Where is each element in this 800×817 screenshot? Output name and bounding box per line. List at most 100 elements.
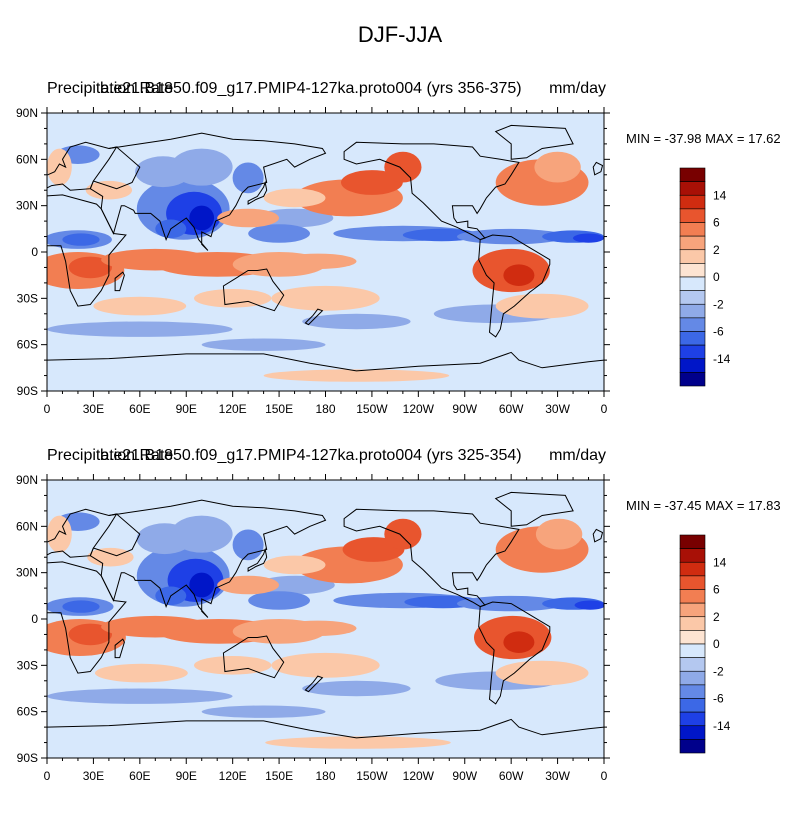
coast-south-america [478, 234, 551, 338]
colorbar-box [679, 167, 706, 182]
coastlines [47, 124, 604, 372]
contour-fill [68, 623, 113, 646]
x-tick-label: 120W [403, 402, 435, 416]
x-tick-label: 0 [601, 769, 608, 783]
contour-fill [201, 338, 326, 351]
coast-north-america [343, 141, 520, 241]
y-tick-label: 30N [16, 566, 38, 580]
coast-madagascar [114, 271, 125, 292]
field-label: Precipitation Rate [47, 80, 174, 97]
y-tick-label: 60S [17, 338, 38, 352]
colorbar-box [679, 684, 706, 699]
colorbar-box [679, 657, 706, 672]
colorbar: 14 6 2 0 -2 -6 -14 [679, 534, 731, 754]
coast-europe [47, 141, 118, 191]
coast-europe [47, 508, 118, 558]
contour-fill [189, 572, 215, 598]
contour-fill [47, 515, 72, 553]
contour-fill [384, 151, 422, 183]
field-label: Precipitation Rate [47, 447, 174, 464]
colorbar-box [679, 630, 706, 645]
coast-new-zealand [304, 675, 324, 693]
units-label: mm/day [549, 80, 606, 97]
colorbar-box [679, 181, 706, 196]
colorbar-box [679, 725, 706, 740]
coast-australia [222, 635, 285, 679]
x-tick-label: 180 [315, 402, 335, 416]
contour-fill [47, 688, 233, 704]
x-tick-label: 60E [129, 769, 150, 783]
y-tick-label: 30N [16, 199, 38, 213]
colorbar-box [679, 358, 706, 373]
colorbar-box [679, 344, 706, 360]
y-tick-label: 90N [16, 473, 38, 487]
colorbar-box [679, 602, 706, 618]
contour-fill [68, 256, 113, 279]
precip-map-top: 0 30E 60E 90E 120E 150E 180 150W 120W 90W 60W 30W 09… [16, 106, 731, 416]
x-tick-label: 60W [499, 769, 524, 783]
contour-fill [573, 233, 604, 243]
x-tick-label: 150W [356, 769, 388, 783]
colorbar-box [679, 263, 706, 278]
contour-fill [279, 253, 357, 269]
colorbar-box [679, 208, 706, 223]
case-label: b.e21.B1850.f09_g17.PMIP4-127ka.proto004… [100, 447, 522, 464]
coast-greenland [494, 124, 574, 160]
coast-south-america [478, 601, 551, 705]
map-panel-top: 0 30E 60E 90E 120E 150E 180 150W 120W 90W 60W 30W 0 9… [0, 80, 800, 450]
figure-title: DJF-JJA [357, 22, 443, 47]
contour-fill [279, 620, 357, 636]
x-tick-label: 150W [356, 402, 388, 416]
contour-fill [217, 208, 279, 228]
y-tick-label: 0 [31, 245, 38, 259]
colorbar-box [679, 561, 706, 577]
colorbar-label: 2 [713, 610, 720, 624]
contour-fill [263, 188, 326, 208]
coast-madagascar [114, 638, 125, 659]
contour-fill [85, 180, 133, 200]
colorbar-box [679, 575, 706, 590]
colorbar-box [679, 616, 706, 631]
colorbar-box [679, 303, 706, 319]
x-tick-label: 180 [315, 769, 335, 783]
colorbar-box [679, 643, 706, 658]
contour-fill [271, 285, 380, 311]
y-tick-label: 90S [17, 751, 38, 765]
contour-fill [170, 515, 233, 553]
coast-antarctica [47, 718, 604, 739]
contour-fill [384, 518, 422, 550]
x-tick-label: 60E [129, 402, 150, 416]
colorbar-box [679, 276, 706, 291]
min-max-text: MIN = -37.45 MAX = 17.83 [626, 498, 781, 513]
x-tick-label: 30E [83, 402, 104, 416]
x-tick-label: 120E [219, 402, 247, 416]
x-tick-label: 0 [44, 769, 51, 783]
coast-japan [247, 180, 268, 205]
colorbar-label: 14 [713, 188, 727, 202]
colorbar-box [679, 711, 706, 727]
colorbar-box [679, 670, 706, 686]
coast-britain [592, 161, 604, 176]
y-tick-label: 60N [16, 519, 38, 533]
min-max-text: MIN = -37.98 MAX = 17.62 [626, 131, 781, 146]
y-tick-label: 30S [17, 658, 38, 672]
x-tick-label: 90W [452, 769, 477, 783]
x-tick-label: 90E [176, 769, 197, 783]
contour-fill [248, 591, 310, 610]
x-tick-label: 30W [545, 402, 570, 416]
y-tick-label: 60S [17, 705, 38, 719]
coast-britain [592, 528, 604, 543]
contour-fill [271, 652, 380, 678]
colorbar: 14 6 2 0 -2 -6 -14 [679, 167, 731, 387]
contour-fill [302, 313, 411, 330]
colorbar-label: 14 [713, 555, 727, 569]
x-tick-label: 30W [545, 769, 570, 783]
y-tick-label: 30S [17, 291, 38, 305]
colorbar-label: 6 [713, 583, 720, 597]
x-tick-label: 150E [265, 769, 293, 783]
units-label: mm/day [549, 447, 606, 464]
precip-field [47, 113, 604, 391]
y-tick-label: 90S [17, 384, 38, 398]
contour-fill [255, 208, 334, 228]
case-label: b.e21.B1850.f09_g17.PMIP4-127ka.proto004… [100, 80, 522, 97]
